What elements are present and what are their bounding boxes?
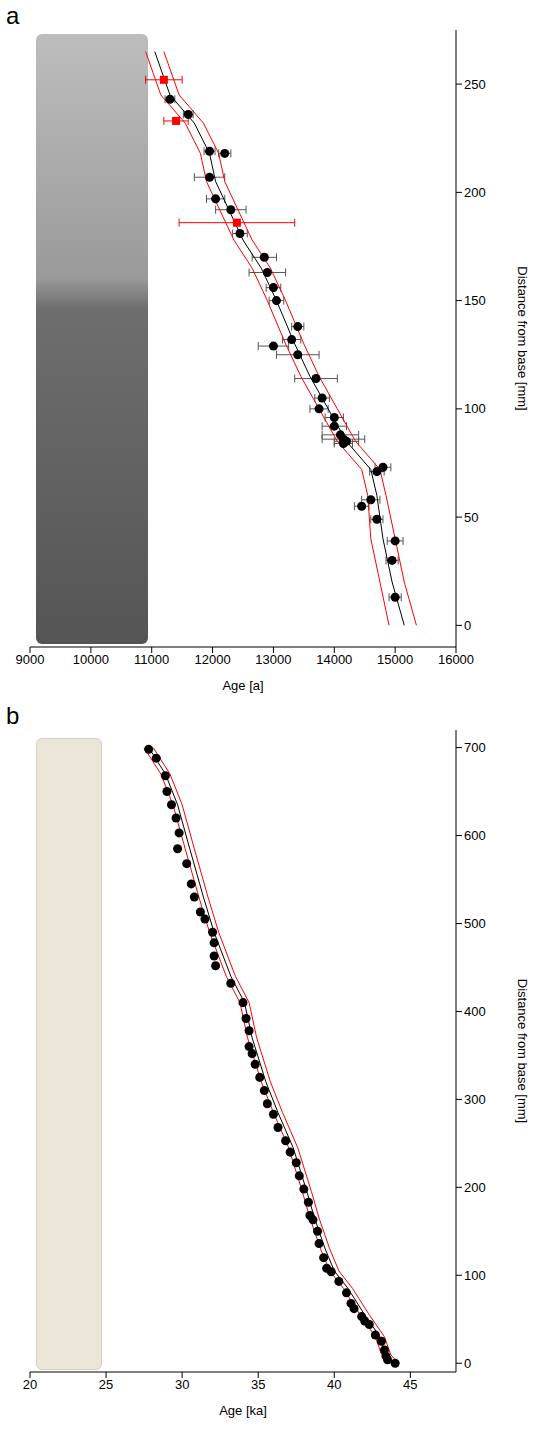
svg-text:0: 0: [464, 1356, 471, 1371]
svg-text:11000: 11000: [134, 652, 169, 667]
svg-text:40: 40: [327, 1377, 341, 1392]
svg-text:250: 250: [464, 77, 486, 92]
svg-text:Age [ka]: Age [ka]: [219, 1403, 267, 1418]
svg-text:25: 25: [99, 1377, 113, 1392]
svg-text:9000: 9000: [16, 652, 45, 667]
svg-text:400: 400: [464, 1004, 486, 1019]
svg-text:20: 20: [23, 1377, 37, 1392]
svg-text:150: 150: [464, 293, 486, 308]
svg-text:Age [a]: Age [a]: [222, 678, 263, 693]
svg-text:10000: 10000: [73, 652, 109, 667]
svg-text:700: 700: [464, 740, 486, 755]
svg-text:200: 200: [464, 185, 486, 200]
svg-text:15000: 15000: [377, 652, 413, 667]
svg-text:0: 0: [464, 618, 471, 633]
svg-text:100: 100: [464, 1268, 486, 1283]
svg-text:12000: 12000: [194, 652, 230, 667]
svg-text:30: 30: [175, 1377, 189, 1392]
html-text:a: a: [6, 2, 20, 29]
svg-text:45: 45: [403, 1377, 417, 1392]
html-text:b: b: [6, 702, 20, 729]
svg-text:14000: 14000: [316, 652, 352, 667]
svg-text:500: 500: [464, 916, 486, 931]
svg-text:13000: 13000: [255, 652, 291, 667]
svg-text:35: 35: [251, 1377, 265, 1392]
svg-text:50: 50: [464, 510, 478, 525]
svg-text:200: 200: [464, 1180, 486, 1195]
svg-text:600: 600: [464, 828, 486, 843]
svg-text:300: 300: [464, 1092, 486, 1107]
svg-text:Distance from base [mm]: Distance from base [mm]: [515, 266, 530, 411]
svg-text:Distance from base [mm]: Distance from base [mm]: [515, 979, 530, 1124]
svg-text:100: 100: [464, 401, 486, 416]
svg-text:16000: 16000: [438, 652, 474, 667]
